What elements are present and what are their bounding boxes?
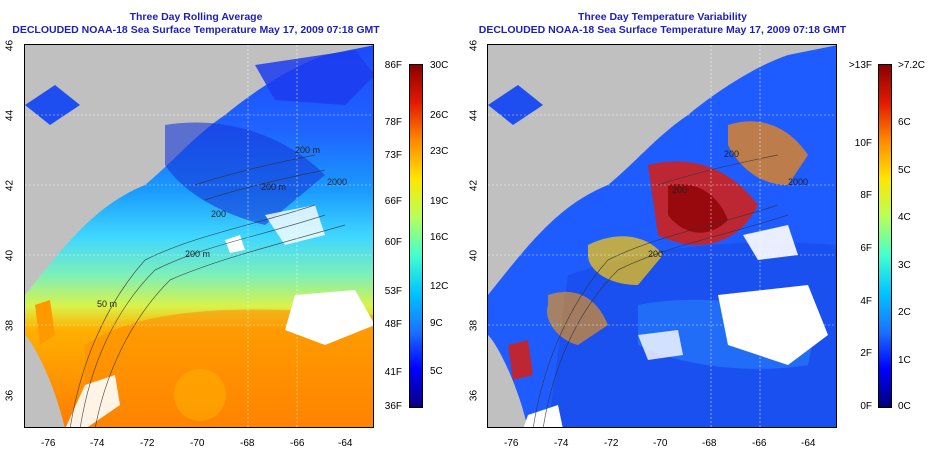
lon-tick: -72 <box>604 438 619 449</box>
lon-tick: -64 <box>801 438 816 449</box>
colorbar-c-label: 6C <box>898 117 911 128</box>
colorbar-c-label: 9C <box>430 318 443 329</box>
lon-tick: -68 <box>240 438 255 449</box>
contour-label: 200 m <box>295 145 320 155</box>
lat-tick: 38 <box>468 319 480 332</box>
lon-tick: -72 <box>140 438 155 449</box>
lon-tick: -70 <box>653 438 668 449</box>
contour-label: 200 <box>648 249 663 259</box>
colorbar-f-label: >13F <box>848 60 872 71</box>
colorbar-c-label: 4C <box>898 212 911 223</box>
right-title-line2: DECLOUDED NOAA-18 Sea Surface Temperatur… <box>478 24 847 36</box>
lon-tick: -70 <box>190 438 205 449</box>
colorbar-c-label: 1C <box>898 355 911 366</box>
colorbar-c-label: 5C <box>430 366 443 377</box>
sst-average-map[interactable]: 200 m 200 m 2000 50 m 200 200 m <box>24 44 374 428</box>
lat-tick: 46 <box>468 39 480 52</box>
lon-tick: -76 <box>41 438 56 449</box>
sst-colorbar <box>409 64 423 408</box>
lat-tick: 36 <box>468 389 480 402</box>
lat-tick: 40 <box>4 249 16 262</box>
variability-colorbar <box>878 64 892 408</box>
lat-tick: 38 <box>4 319 16 332</box>
colorbar-f-label: 73F <box>384 150 402 161</box>
sst-variability-map[interactable]: 2000 200 200 200 <box>487 44 837 428</box>
contour-label: 200 <box>672 185 687 195</box>
colorbar-f-label: 4F <box>860 296 872 307</box>
left-title: Three Day Rolling Average DECLOUDED NOAA… <box>0 11 392 37</box>
colorbar-f-label: 53F <box>384 286 402 297</box>
contour-label: 200 <box>724 149 739 159</box>
lon-tick: -74 <box>554 438 569 449</box>
lat-tick: 44 <box>4 109 16 122</box>
contour-label: 200 <box>211 209 226 219</box>
contour-label: 2000 <box>788 177 808 187</box>
sst-variability-panel: Three Day Temperature Variability DECLOU… <box>468 0 950 475</box>
lon-tick: -66 <box>752 438 767 449</box>
lon-tick: -76 <box>504 438 519 449</box>
colorbar-f-label: 41F <box>384 367 402 378</box>
colorbar-c-label: 2C <box>898 307 911 318</box>
sst-average-panel: Three Day Rolling Average DECLOUDED NOAA… <box>0 11 449 449</box>
contour-label: 2000 <box>327 177 347 187</box>
contour-label: 200 m <box>185 249 210 259</box>
lat-tick: 46 <box>4 39 16 52</box>
colorbar-c-label: 3C <box>898 260 911 271</box>
colorbar-f-label: 36F <box>384 401 402 412</box>
contour-label: 200 m <box>261 182 286 192</box>
lon-tick: -74 <box>90 438 105 449</box>
colorbar-f-label: 8F <box>860 190 872 201</box>
colorbar-c-label: >7.2C <box>898 60 925 71</box>
colorbar-f-label: 6F <box>860 243 872 254</box>
colorbar-c-label: 12C <box>430 281 449 292</box>
colorbar-f-label: 78F <box>384 117 402 128</box>
colorbar-c-label: 30C <box>430 60 449 71</box>
lon-tick: -68 <box>702 438 717 449</box>
colorbar-c-label: 16C <box>430 232 449 243</box>
lon-tick: -66 <box>290 438 305 449</box>
colorbar-f-label: 48F <box>384 319 402 330</box>
lat-tick: 42 <box>4 179 16 192</box>
colorbar-f-label: 2F <box>860 348 872 359</box>
right-title-line1: Three Day Temperature Variability <box>577 11 748 23</box>
contour-label: 50 m <box>97 299 117 309</box>
colorbar-f-label: 0F <box>860 401 872 412</box>
colorbar-f-label: 66F <box>384 196 402 207</box>
colorbar-c-label: 5C <box>898 165 911 176</box>
colorbar-f-label: 60F <box>384 237 402 248</box>
lat-tick: 44 <box>468 109 480 122</box>
right-title: Three Day Temperature Variability DECLOU… <box>470 11 855 37</box>
colorbar-f-label: 86F <box>384 60 402 71</box>
colorbar-c-label: 23C <box>430 146 449 157</box>
colorbar-f-label: 10F <box>854 138 872 149</box>
lon-tick: -64 <box>338 438 353 449</box>
colorbar-c-label: 26C <box>430 110 449 121</box>
lat-tick: 42 <box>468 179 480 192</box>
lat-tick: 40 <box>468 249 480 262</box>
colorbar-c-label: 19C <box>430 196 449 207</box>
left-title-line2: DECLOUDED NOAA-18 Sea Surface Temperatur… <box>12 24 380 36</box>
colorbar-c-label: 0C <box>898 401 911 412</box>
left-title-line1: Three Day Rolling Average <box>129 11 263 23</box>
lat-tick: 36 <box>4 389 16 402</box>
